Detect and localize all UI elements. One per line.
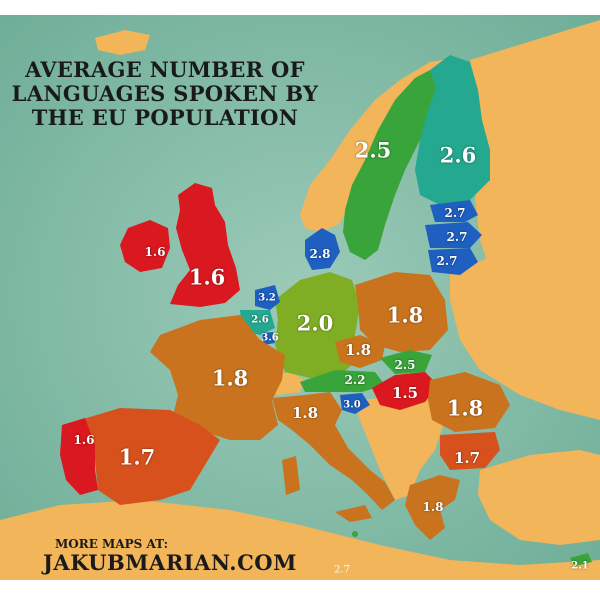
country-austria <box>300 370 385 392</box>
country-spain <box>80 408 220 505</box>
map-title-line-1: AVERAGE NUMBER OF <box>25 57 305 82</box>
country-bulgaria <box>440 432 500 470</box>
value-poland: 1.8 <box>386 302 424 328</box>
value-luxembourg: 3.6 <box>261 332 279 344</box>
value-slovenia: 3.0 <box>343 399 361 411</box>
value-germany: 2.0 <box>296 310 334 336</box>
value-bulgaria: 1.7 <box>453 449 481 467</box>
value-romania: 1.8 <box>446 395 484 421</box>
value-slovakia: 2.5 <box>394 358 416 372</box>
country-ireland <box>120 220 170 272</box>
country-uk <box>170 183 240 307</box>
footer-site-link[interactable]: JAKUBMARIAN.COM <box>43 550 297 575</box>
country-slovakia <box>380 350 432 374</box>
country-luxembourg <box>262 332 275 345</box>
country-italy-sardinia <box>282 456 300 495</box>
country-cyprus <box>570 553 592 566</box>
value-estonia: 2.7 <box>444 206 466 220</box>
country-italy-sicily <box>335 505 372 522</box>
value-hungary: 1.5 <box>391 384 419 402</box>
footer-prefix: MORE MAPS AT: <box>55 537 169 551</box>
country-latvia <box>425 222 482 248</box>
value-czechia: 1.8 <box>344 341 372 359</box>
country-sweden <box>343 70 438 260</box>
value-austria: 2.2 <box>344 373 366 387</box>
country-finland <box>415 55 490 205</box>
value-sweden: 2.5 <box>354 137 392 163</box>
country-denmark <box>305 228 340 270</box>
value-lithuania: 2.7 <box>436 254 458 268</box>
value-latvia: 2.7 <box>446 230 468 244</box>
value-malta: 2.7 <box>334 564 350 576</box>
country-lithuania <box>428 248 478 275</box>
value-belgium: 2.6 <box>251 314 269 326</box>
land-balkans <box>358 395 445 500</box>
land-belarus-ukraine <box>450 255 600 420</box>
country-france <box>150 315 285 440</box>
country-poland <box>355 272 448 352</box>
country-slovenia <box>340 393 370 414</box>
country-malta <box>352 531 358 537</box>
country-hungary <box>372 372 438 410</box>
land-north-africa <box>0 500 600 580</box>
value-france: 1.8 <box>211 365 249 391</box>
value-netherlands: 3.2 <box>258 292 276 304</box>
country-estonia <box>430 200 478 222</box>
country-greece <box>405 475 460 540</box>
value-italy: 1.8 <box>291 404 319 422</box>
value-cyprus: 2.1 <box>571 560 589 572</box>
land-iceland-north <box>95 30 150 55</box>
value-greece: 1.8 <box>422 500 444 514</box>
value-finland: 2.6 <box>439 142 477 168</box>
country-portugal <box>60 418 98 495</box>
country-netherlands <box>255 285 280 310</box>
value-portugal: 1.6 <box>73 433 95 447</box>
value-denmark: 2.8 <box>309 247 331 261</box>
value-uk: 1.6 <box>188 264 226 290</box>
land-turkey <box>478 450 600 545</box>
value-ireland: 1.6 <box>144 245 166 259</box>
value-spain: 1.7 <box>118 444 156 470</box>
country-czechia <box>335 335 385 368</box>
map-title-line-2: LANGUAGES SPOKEN BY <box>11 81 319 106</box>
map-title-line-3: THE EU POPULATION <box>31 105 299 130</box>
country-italy <box>272 392 395 510</box>
country-romania <box>428 372 510 432</box>
